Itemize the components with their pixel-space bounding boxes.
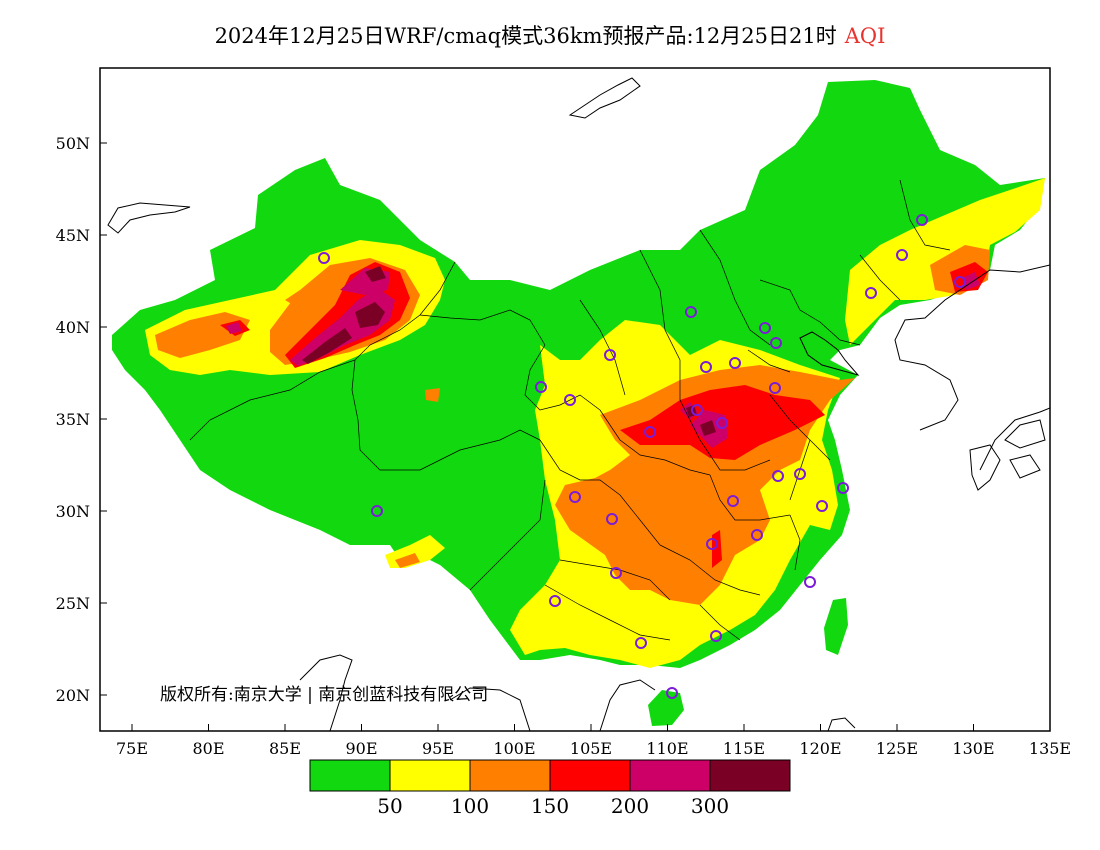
legend-label: 50 (377, 794, 403, 818)
x-tick-label: 135E (1029, 739, 1071, 758)
y-tick-label: 30N (56, 502, 90, 521)
coastlines (107, 77, 1050, 731)
legend-label: 100 (450, 794, 490, 818)
x-tick-label: 80E (192, 739, 224, 758)
y-tick-label: 25N (56, 594, 90, 613)
y-tick-label: 40N (56, 318, 90, 337)
x-tick-label: 90E (345, 739, 377, 758)
legend-color-box (389, 759, 471, 792)
map-title: 2024年12月25日WRF/cmaq模式36km预报产品:12月25日21时 A… (0, 20, 1100, 50)
x-tick-label: 95E (422, 739, 454, 758)
legend-color-box (629, 759, 711, 792)
x-tick-label: 105E (570, 739, 612, 758)
legend-label: 150 (530, 794, 570, 818)
y-axis-ticks: 50N 45N 40N 35N 30N 25N 20N (56, 134, 107, 705)
legend-label: 200 (610, 794, 650, 818)
x-tick-label: 85E (269, 739, 301, 758)
y-tick-label: 20N (56, 686, 90, 705)
x-axis-ticks: 75E 80E 85E 90E 95E 100E 105E 110E 115E 120E 125E 1… (116, 724, 1071, 758)
legend-color-box (709, 759, 791, 792)
legend-color-bar (309, 759, 791, 792)
aqi-maroon-zones (302, 266, 716, 436)
map-content (107, 77, 1050, 731)
title-variable: AQI (844, 24, 886, 48)
copyright-text: 版权所有:南京大学 | 南京创蓝科技有限公司 (160, 685, 489, 705)
y-tick-label: 45N (56, 226, 90, 245)
x-tick-label: 125E (876, 739, 918, 758)
x-tick-label: 120E (799, 739, 841, 758)
legend-label: 300 (690, 794, 730, 818)
hainan-island (648, 690, 684, 726)
x-tick-label: 75E (116, 739, 148, 758)
legend-color-box (549, 759, 631, 792)
x-tick-label: 110E (646, 739, 688, 758)
x-tick-label: 100E (493, 739, 535, 758)
title-main: 2024年12月25日WRF/cmaq模式36km预报产品:12月25日21时 (214, 24, 837, 48)
map-frame (99, 67, 1051, 732)
x-tick-label: 130E (952, 739, 994, 758)
x-tick-label: 115E (723, 739, 765, 758)
city-markers (318, 214, 966, 699)
y-tick-label: 50N (56, 134, 90, 153)
legend-color-box (309, 759, 391, 792)
y-tick-label: 35N (56, 410, 90, 429)
legend-color-box (469, 759, 551, 792)
taiwan-island (824, 598, 848, 655)
province-boundaries (189, 179, 951, 641)
